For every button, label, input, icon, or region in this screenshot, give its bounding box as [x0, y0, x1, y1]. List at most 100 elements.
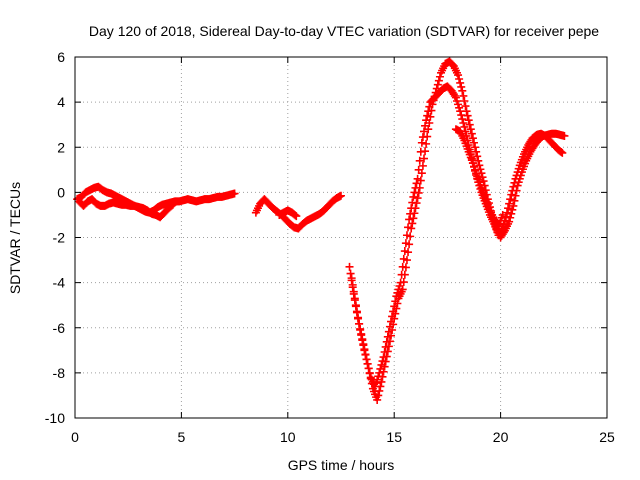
data-point: [508, 205, 517, 214]
data-point: [346, 269, 355, 278]
data-point: [507, 209, 516, 218]
data-point: [471, 143, 480, 152]
series-2: [251, 191, 345, 233]
data-point: [432, 84, 441, 93]
data-point: [460, 122, 469, 131]
data-point: [407, 224, 416, 233]
data-point: [399, 278, 408, 287]
data-point: [463, 111, 472, 120]
data-point: [404, 248, 413, 257]
data-point: [509, 201, 518, 210]
data-point: [409, 192, 418, 201]
data-point: [422, 139, 431, 148]
data-point: [455, 74, 464, 83]
data-point: [359, 341, 368, 350]
data-point: [417, 169, 426, 178]
data-point: [498, 210, 507, 219]
data-point: [365, 369, 374, 378]
data-point: [434, 76, 443, 85]
data-point: [347, 274, 356, 283]
data-point: [506, 195, 515, 204]
data-point: [430, 92, 439, 101]
data-point: [373, 395, 382, 404]
data-point: [502, 208, 511, 217]
data-point: [388, 326, 397, 335]
data-point: [475, 161, 484, 170]
data-point: [450, 91, 459, 100]
x-tick-label: 20: [493, 429, 509, 445]
data-point: [421, 147, 430, 156]
data-point: [382, 352, 391, 361]
data-point: [504, 204, 513, 213]
data-point: [414, 188, 423, 197]
data-point: [381, 357, 390, 366]
data-point: [358, 336, 367, 345]
data-point: [355, 319, 364, 328]
data-point: [348, 280, 357, 289]
y-tick-label: 4: [57, 94, 65, 110]
data-point: [406, 232, 415, 241]
data-point: [409, 214, 418, 223]
data-point: [363, 359, 372, 368]
data-point: [383, 347, 392, 356]
data-point: [400, 270, 409, 279]
data-point: [292, 212, 301, 221]
data-point: [366, 374, 375, 383]
x-tick-label: 25: [599, 429, 615, 445]
series-6: [451, 125, 507, 231]
series-1: [75, 195, 177, 222]
data-point: [412, 179, 421, 188]
data-point: [364, 364, 373, 373]
data-point: [429, 96, 438, 105]
data-point: [505, 217, 514, 226]
data-point: [468, 134, 477, 143]
data-point: [385, 337, 394, 346]
data-point: [357, 331, 366, 340]
data-point: [393, 299, 402, 308]
data-point: [377, 377, 386, 386]
data-point: [376, 382, 385, 391]
x-tick-label: 10: [280, 429, 296, 445]
data-point: [510, 196, 519, 205]
data-point: [473, 152, 482, 161]
data-point: [511, 191, 520, 200]
data-point: [402, 256, 411, 265]
data-point: [350, 294, 359, 303]
data-point: [457, 82, 466, 91]
data-point: [374, 391, 383, 400]
x-tick-label: 5: [178, 429, 186, 445]
data-point: [558, 148, 567, 157]
data-point: [425, 118, 434, 127]
data-point: [460, 96, 469, 105]
data-point: [401, 263, 410, 272]
data-point: [367, 379, 376, 388]
data-point: [415, 183, 424, 192]
data-point: [398, 285, 407, 294]
data-point: [458, 86, 467, 95]
data-point: [408, 219, 417, 228]
grid: [75, 57, 607, 418]
data-point: [472, 147, 481, 156]
data-point: [467, 129, 476, 138]
data-point: [356, 326, 365, 335]
data-point: [375, 386, 384, 395]
axis-ticks: 0 5 10 15 20 25 -10 -8 -6 -4 -2 0 2 4 6: [45, 49, 615, 445]
data-point: [387, 331, 396, 340]
data-point: [557, 148, 566, 157]
data-point: [459, 91, 468, 100]
data-point: [168, 200, 177, 209]
data-point: [465, 120, 474, 129]
chart-title: Day 120 of 2018, Sidereal Day-to-day VTE…: [89, 23, 599, 39]
data-point: [230, 189, 239, 198]
data-point: [416, 176, 425, 185]
data-point: [380, 362, 389, 371]
data-point: [512, 186, 521, 195]
y-tick-label: 6: [57, 49, 65, 65]
data-point: [419, 154, 428, 163]
y-tick-label: -8: [53, 365, 66, 381]
data-point: [461, 102, 470, 111]
data-point: [391, 309, 400, 318]
data-point: [464, 116, 473, 125]
data-point: [337, 191, 345, 200]
x-tick-label: 15: [386, 429, 402, 445]
